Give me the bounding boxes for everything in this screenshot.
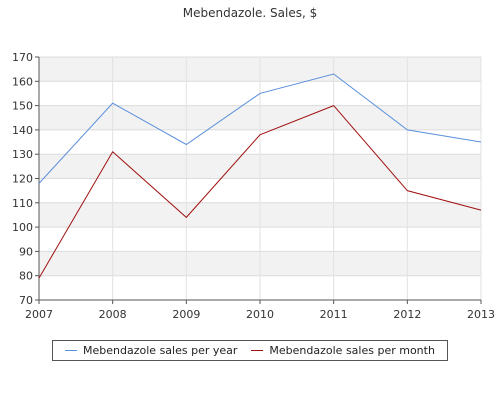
x-tick-label: 2010 [246,308,274,321]
y-tick-label: 90 [19,245,33,258]
y-tick-label: 130 [12,148,33,161]
legend-label-per-year: Mebendazole sales per year [83,344,238,357]
x-tick-label: 2013 [467,308,495,321]
legend-swatch-per-month [251,350,264,351]
x-tick-label: 2012 [393,308,421,321]
y-tick-label: 140 [12,124,33,137]
x-tick-label: 2011 [320,308,348,321]
chart-title: Mebendazole. Sales, $ [183,6,318,20]
series-line-per-month [38,105,482,279]
series-lines [38,73,482,279]
y-tick-label: 80 [19,270,33,283]
x-tick-label: 2009 [172,308,200,321]
legend: Mebendazole sales per year Mebendazole s… [52,340,448,361]
series-line-per-year [38,73,482,184]
x-axis-ticks: 2007 2008 2009 2010 2011 2012 2013 [25,300,495,321]
y-tick-label: 120 [12,173,33,186]
y-tick-label: 150 [12,100,33,113]
y-tick-label: 70 [19,294,33,307]
legend-label-per-month: Mebendazole sales per month [269,344,435,357]
legend-swatch-per-year [65,350,78,351]
legend-item-per-month: Mebendazole sales per month [251,344,435,357]
legend-item-per-year: Mebendazole sales per year [65,344,237,357]
y-tick-label: 160 [12,75,33,88]
y-axis-ticks: 70 80 90 100 110 120 130 140 150 160 170 [12,51,39,307]
y-tick-label: 100 [12,221,33,234]
x-tick-label: 2007 [25,308,53,321]
y-tick-label: 110 [12,197,33,210]
x-tick-label: 2008 [99,308,127,321]
y-tick-label: 170 [12,51,33,64]
